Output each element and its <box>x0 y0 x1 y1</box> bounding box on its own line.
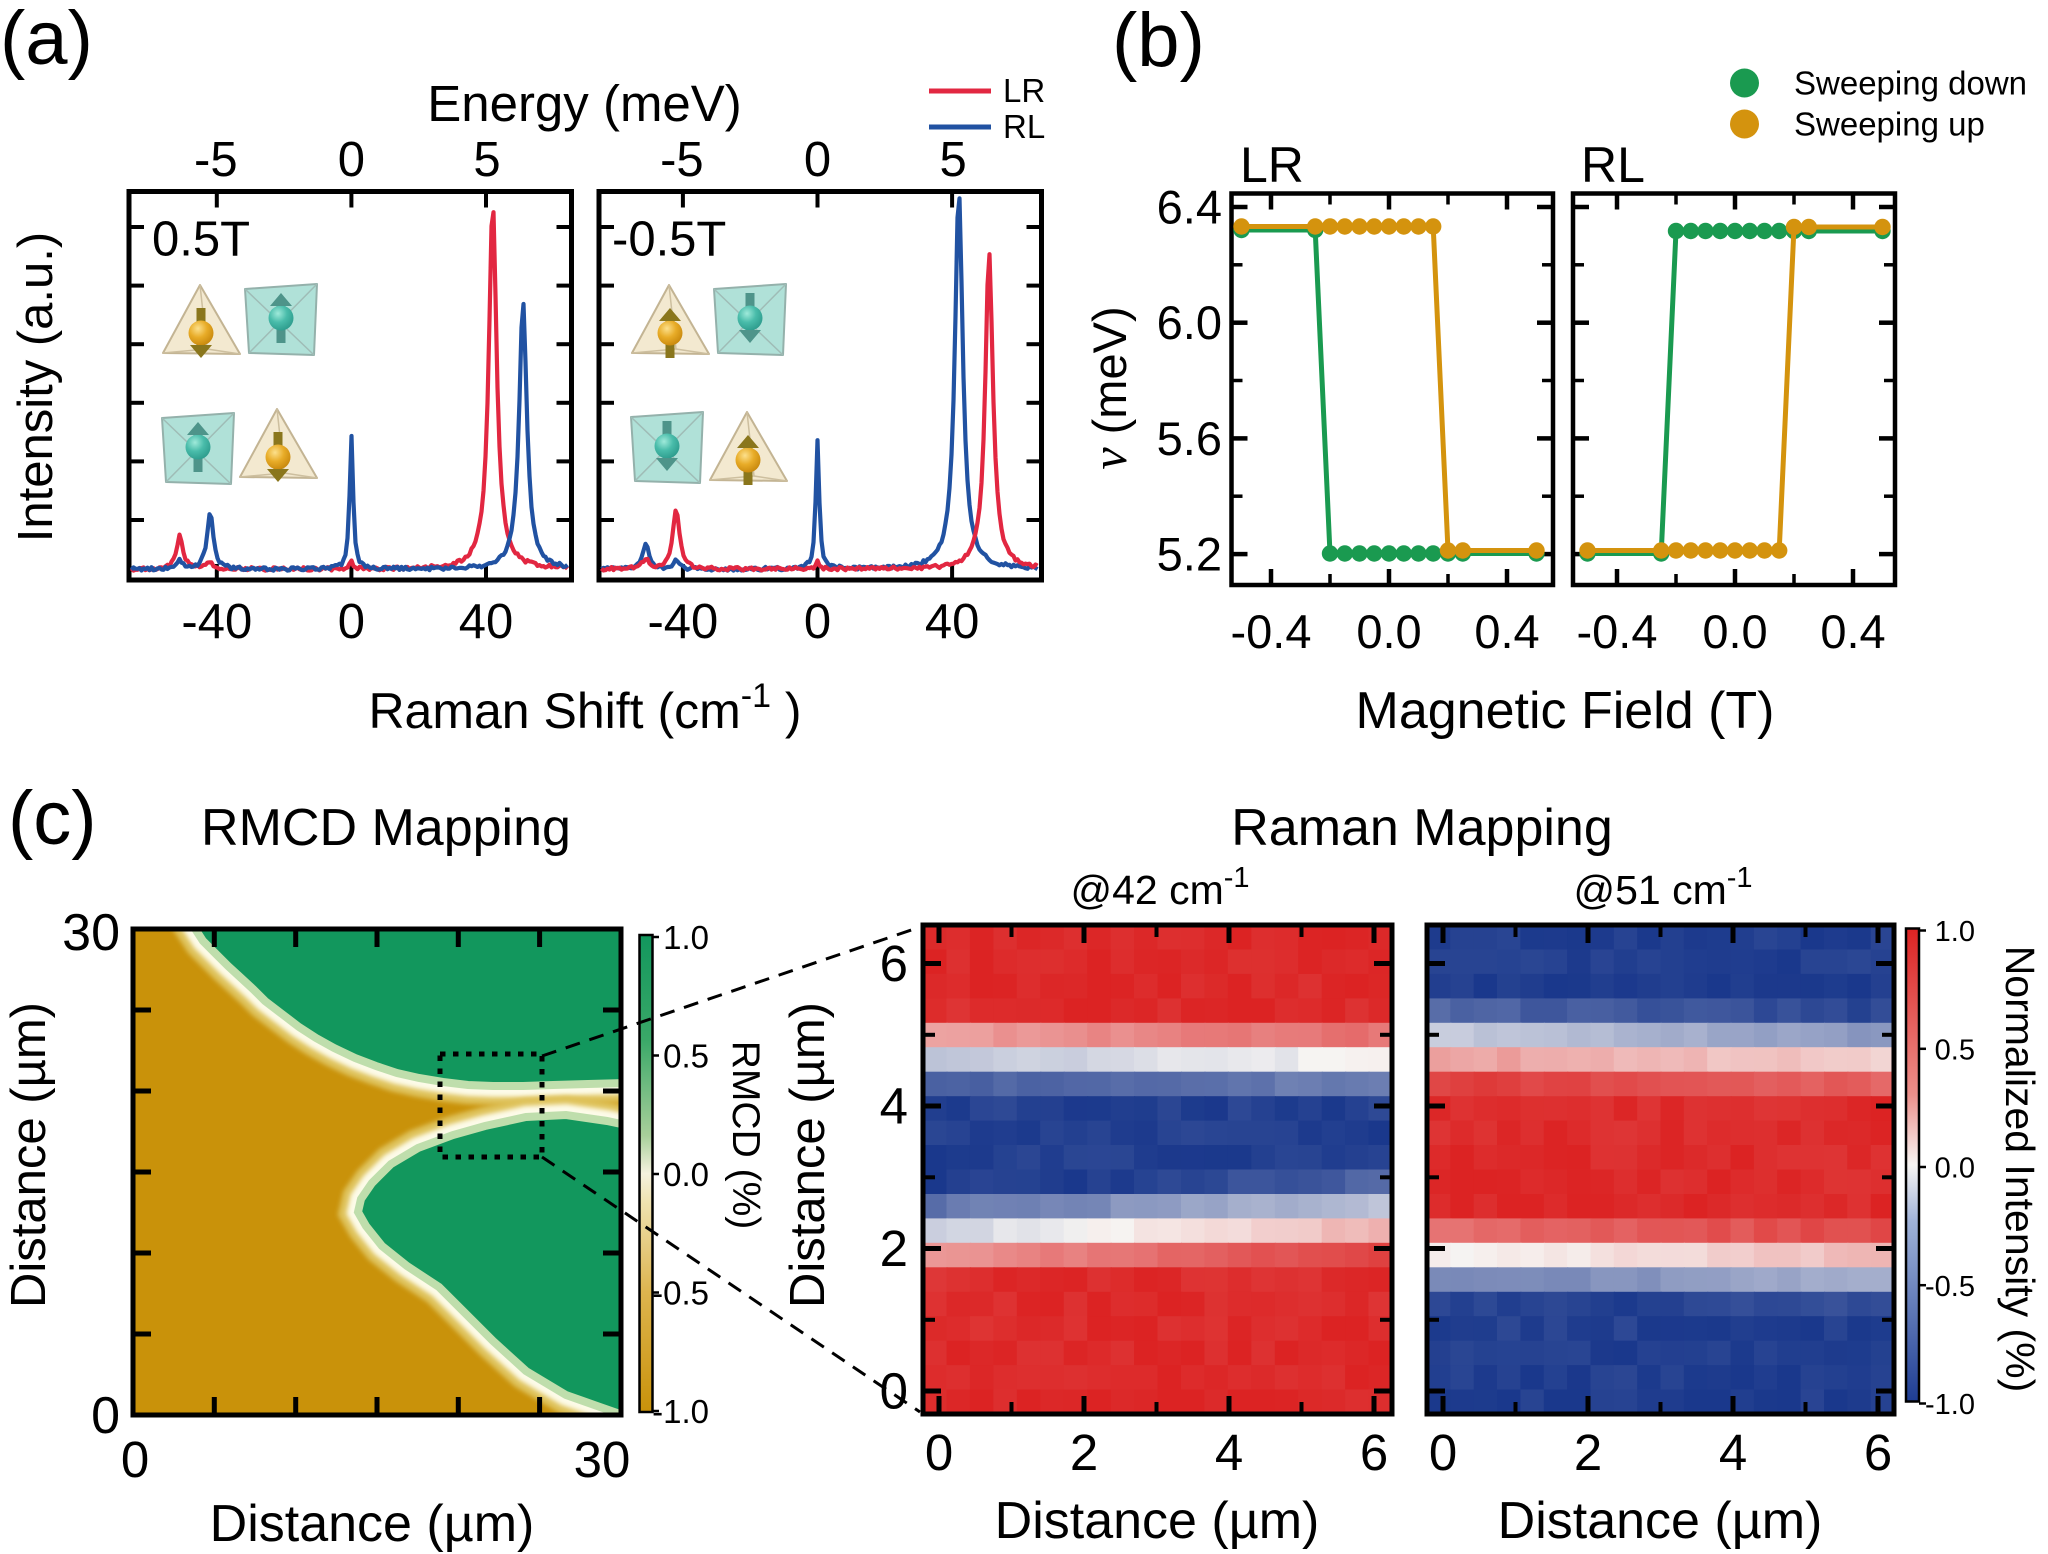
svg-text:30: 30 <box>62 904 120 962</box>
svg-text:@42 cm-1: @42 cm-1 <box>1070 862 1249 913</box>
svg-text:2: 2 <box>1574 1424 1602 1481</box>
svg-text:0: 0 <box>121 1431 149 1488</box>
svg-text:RMCD Mapping: RMCD Mapping <box>201 799 571 857</box>
svg-text:-0.4: -0.4 <box>1231 605 1312 658</box>
svg-text:Magnetic Field (T): Magnetic Field (T) <box>1356 682 1775 740</box>
svg-text:Raman Shift (cm-1 ): Raman Shift (cm-1 ) <box>368 677 801 739</box>
svg-text:@51 cm-1: @51 cm-1 <box>1573 862 1752 913</box>
svg-text:30: 30 <box>574 1431 631 1488</box>
svg-text:-40: -40 <box>181 595 252 649</box>
svg-text:-5: -5 <box>194 133 238 187</box>
svg-text:0.0: 0.0 <box>1356 605 1421 658</box>
svg-text:LR: LR <box>1003 72 1045 109</box>
svg-text:Raman Mapping: Raman Mapping <box>1231 799 1613 857</box>
svg-text:0.4: 0.4 <box>1820 605 1885 658</box>
svg-text:0.5: 0.5 <box>1935 1034 1975 1066</box>
svg-text:0.5T: 0.5T <box>152 213 250 267</box>
svg-text:-40: -40 <box>647 595 718 649</box>
svg-text:(c): (c) <box>8 776 97 861</box>
svg-text:Distance (µm): Distance (µm) <box>210 1495 535 1553</box>
svg-text:-1.0: -1.0 <box>1925 1389 1975 1421</box>
svg-text:RL: RL <box>1581 137 1645 193</box>
svg-text:6: 6 <box>880 935 908 992</box>
svg-text:RMCD (%): RMCD (%) <box>724 1041 767 1229</box>
svg-text:-0.5: -0.5 <box>652 1275 709 1312</box>
svg-text:(b): (b) <box>1112 0 1205 83</box>
svg-text:1.0: 1.0 <box>1935 916 1975 948</box>
svg-text:5: 5 <box>473 133 500 187</box>
svg-text:2: 2 <box>1070 1424 1098 1481</box>
svg-text:4: 4 <box>880 1078 908 1135</box>
svg-text:Energy (meV): Energy (meV) <box>427 75 742 132</box>
svg-text:LR: LR <box>1240 137 1304 193</box>
svg-text:6.0: 6.0 <box>1157 296 1222 349</box>
svg-text:-0.4: -0.4 <box>1577 605 1658 658</box>
svg-text:(a): (a) <box>0 0 93 81</box>
svg-text:40: 40 <box>459 595 514 649</box>
svg-text:6: 6 <box>1360 1424 1388 1481</box>
svg-text:2: 2 <box>880 1220 908 1277</box>
svg-text:0.0: 0.0 <box>1935 1153 1975 1185</box>
svg-text:0: 0 <box>925 1424 953 1481</box>
svg-text:5.6: 5.6 <box>1157 412 1222 465</box>
svg-text:0: 0 <box>338 595 365 649</box>
svg-text:1.0: 1.0 <box>663 919 709 956</box>
svg-text:Intensity (a.u.): Intensity (a.u.) <box>9 232 63 542</box>
svg-text:4: 4 <box>1719 1424 1747 1481</box>
svg-text:6: 6 <box>1864 1424 1892 1481</box>
svg-text:Sweeping up: Sweeping up <box>1794 106 1985 143</box>
svg-text:5: 5 <box>939 133 966 187</box>
svg-text:4: 4 <box>1215 1424 1243 1481</box>
svg-text:40: 40 <box>925 595 980 649</box>
svg-text:0.0: 0.0 <box>663 1156 709 1193</box>
svg-text:0.0: 0.0 <box>1702 605 1767 658</box>
svg-text:Sweeping down: Sweeping down <box>1794 65 2027 102</box>
svg-text:Distance (µm): Distance (µm) <box>781 1002 835 1308</box>
svg-text:Normalized Intensity (%): Normalized Intensity (%) <box>1997 946 2043 1393</box>
svg-text:Distance (µm): Distance (µm) <box>1498 1492 1823 1550</box>
svg-text:0.4: 0.4 <box>1474 605 1539 658</box>
svg-text:5.2: 5.2 <box>1157 528 1222 581</box>
svg-text:0: 0 <box>804 595 831 649</box>
svg-text:RL: RL <box>1003 108 1045 145</box>
svg-text:-0.5: -0.5 <box>1925 1271 1975 1303</box>
svg-text:0: 0 <box>338 133 365 187</box>
svg-text:0: 0 <box>1429 1424 1457 1481</box>
svg-text:ν (meV): ν (meV) <box>1081 306 1137 469</box>
svg-text:6.4: 6.4 <box>1157 181 1222 234</box>
svg-text:-0.5T: -0.5T <box>612 213 726 267</box>
svg-text:0: 0 <box>804 133 831 187</box>
svg-text:-1.0: -1.0 <box>652 1393 709 1430</box>
svg-text:-5: -5 <box>660 133 704 187</box>
svg-text:Distance (µm): Distance (µm) <box>995 1492 1320 1550</box>
svg-text:Distance (µm): Distance (µm) <box>2 1002 56 1308</box>
svg-text:0: 0 <box>91 1387 120 1445</box>
svg-text:0: 0 <box>880 1363 908 1420</box>
svg-text:0.5: 0.5 <box>663 1038 709 1075</box>
